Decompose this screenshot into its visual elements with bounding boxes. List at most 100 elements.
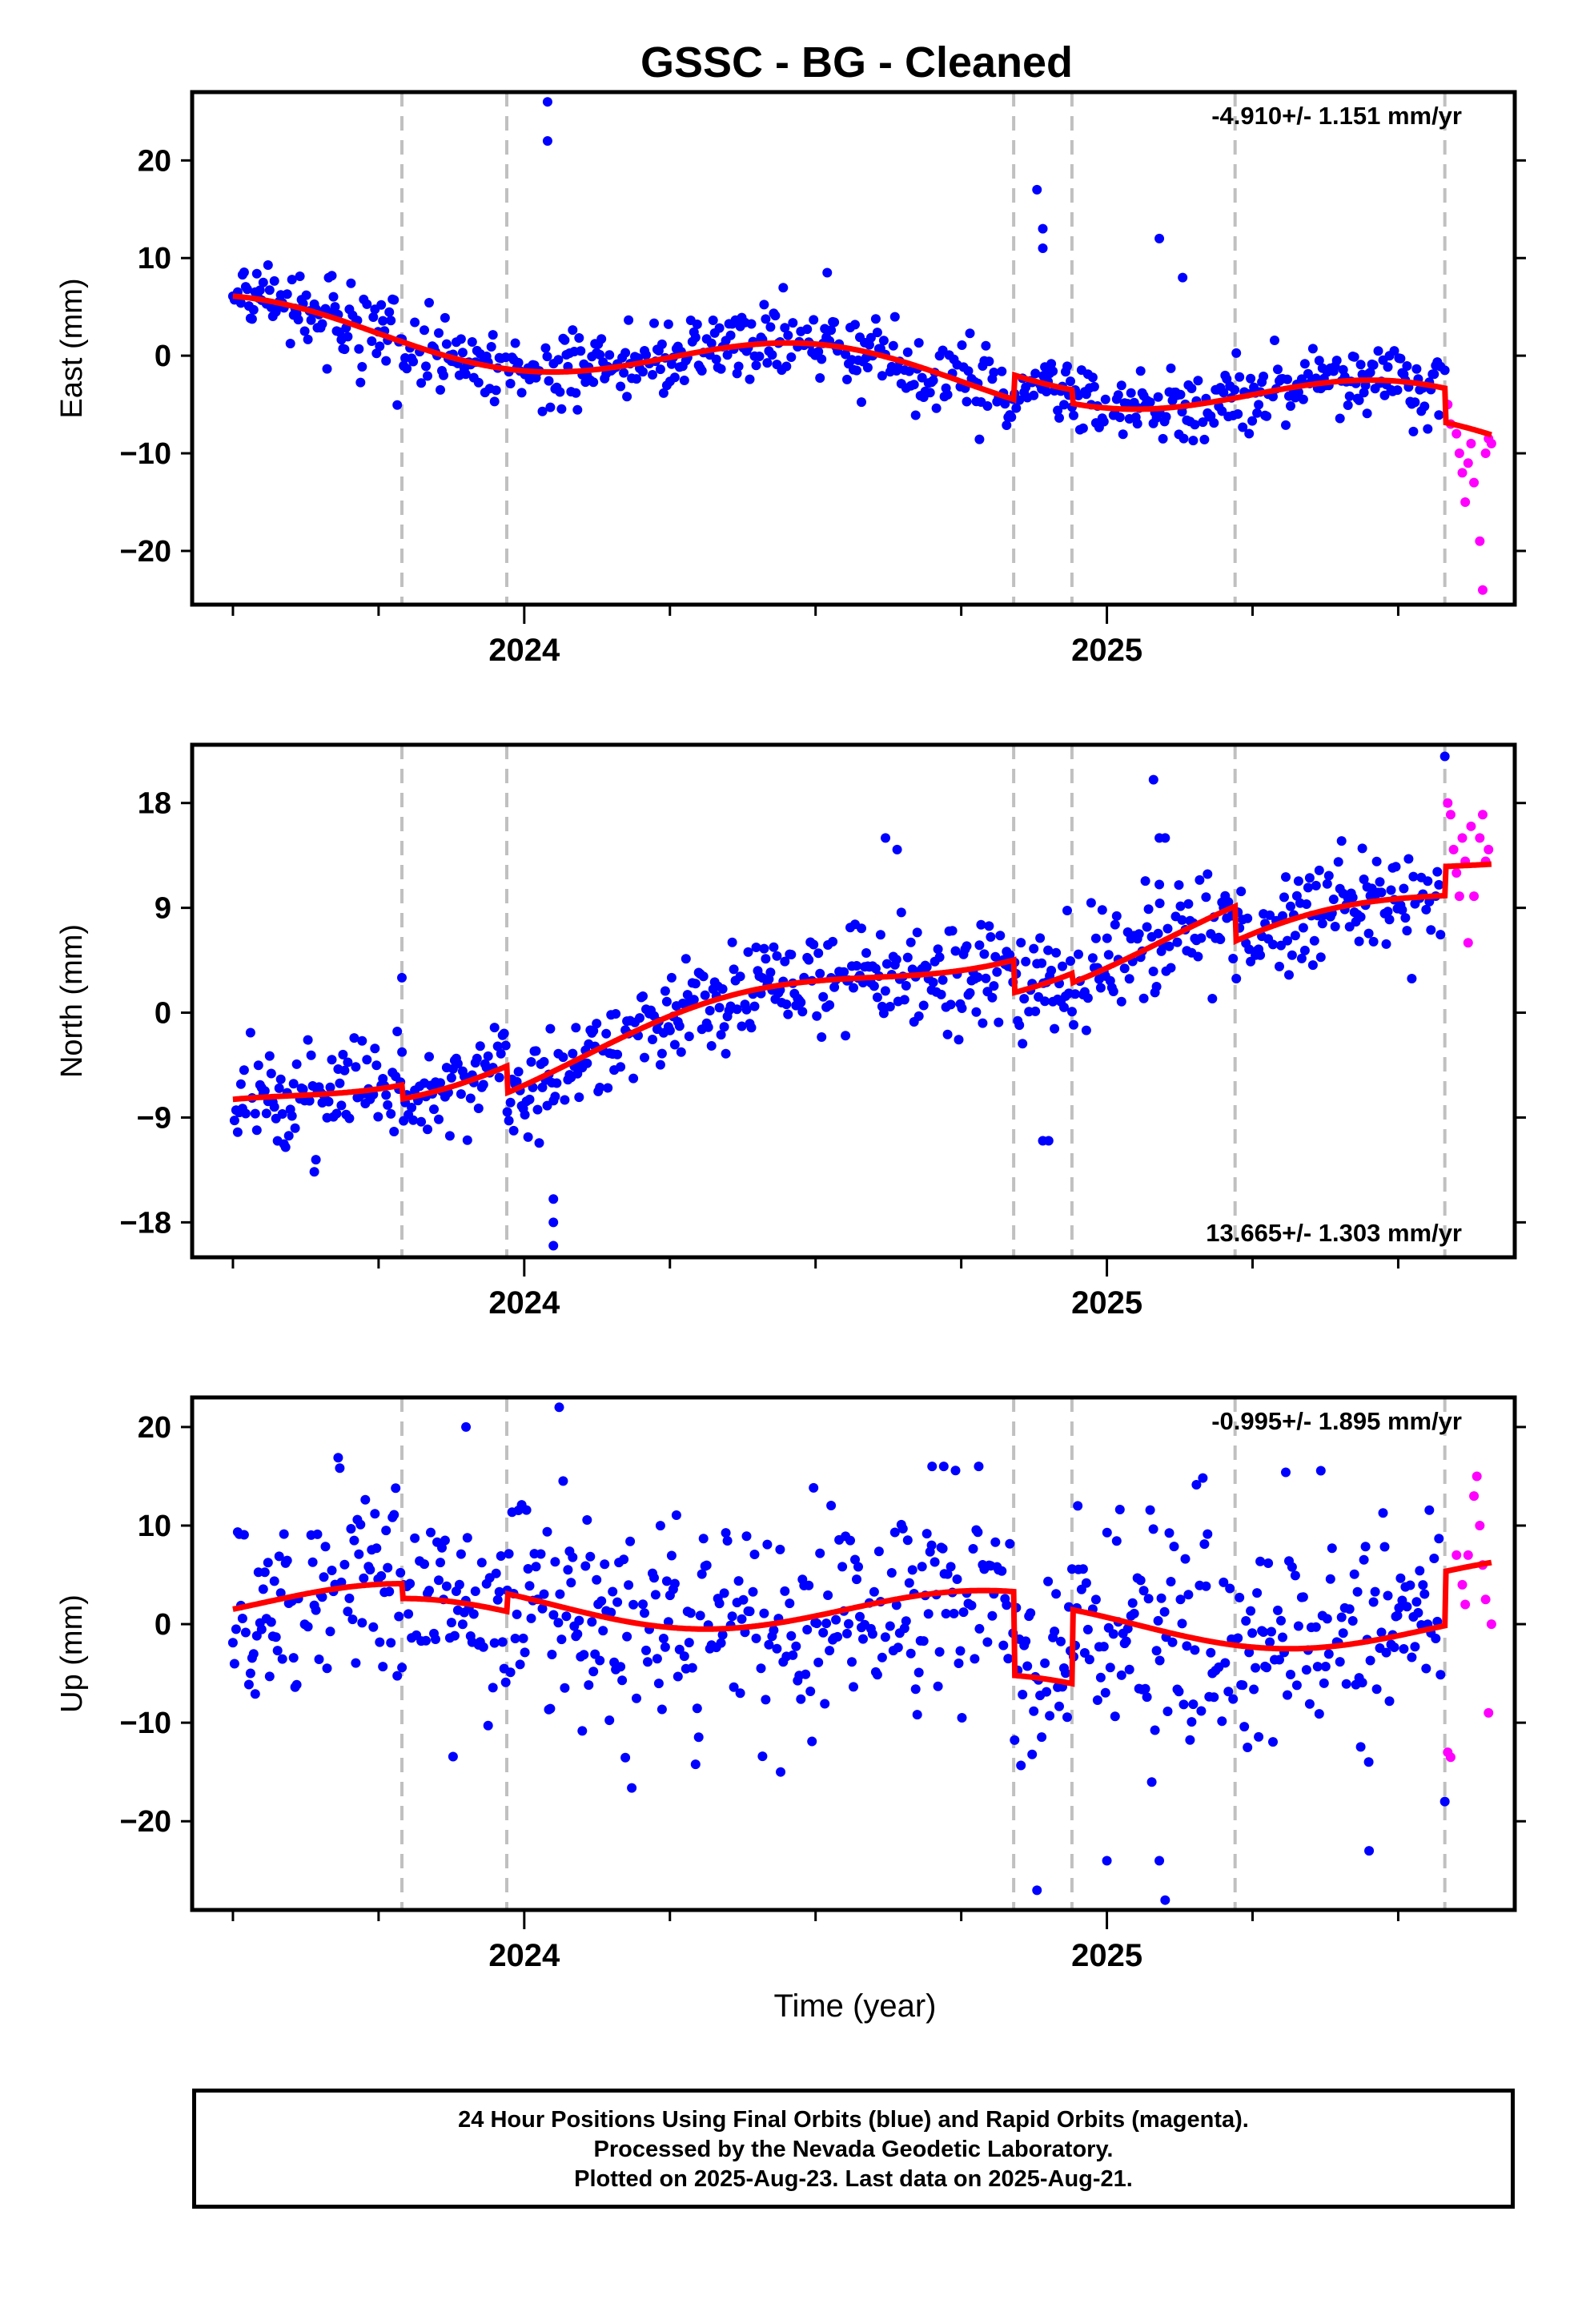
- final-orbit-point: [371, 1543, 382, 1554]
- final-orbit-point: [661, 1576, 672, 1586]
- final-orbit-point: [870, 963, 881, 974]
- final-orbit-point: [1014, 395, 1025, 405]
- final-orbit-point: [1180, 1554, 1191, 1564]
- final-orbit-point: [769, 942, 779, 952]
- final-orbit-point: [283, 1131, 294, 1141]
- final-orbit-point: [978, 1018, 988, 1028]
- final-orbit-point: [1402, 1602, 1412, 1612]
- final-orbit-point: [239, 1065, 249, 1076]
- final-orbit-point: [280, 1142, 291, 1152]
- model-fit-line: [232, 861, 1492, 1103]
- final-orbit-point: [722, 350, 733, 360]
- final-orbit-point: [1419, 1589, 1430, 1599]
- final-orbit-point: [1231, 974, 1242, 983]
- final-orbit-point: [745, 374, 755, 384]
- final-orbit-point: [1135, 1575, 1146, 1586]
- final-orbit-point: [997, 1566, 1007, 1576]
- final-orbit-point: [1323, 870, 1334, 881]
- final-orbit-point: [1311, 1622, 1321, 1632]
- final-orbit-point: [674, 1021, 685, 1031]
- final-orbit-point: [255, 285, 265, 296]
- final-orbit-point: [1376, 1627, 1387, 1638]
- final-orbit-point: [1259, 1627, 1269, 1637]
- final-orbit-point: [1129, 1608, 1139, 1618]
- rapid-orbit-point: [1466, 438, 1476, 448]
- final-orbit-point: [1135, 366, 1146, 376]
- final-orbit-point: [853, 1562, 863, 1572]
- final-orbit-point: [592, 1574, 602, 1585]
- y-tick-label: −10: [120, 1707, 171, 1740]
- final-orbit-point: [1267, 1626, 1276, 1637]
- final-orbit-point: [1046, 359, 1057, 369]
- final-orbit-point: [576, 346, 586, 356]
- final-orbit-point: [1016, 938, 1026, 948]
- final-orbit-point: [1010, 1735, 1020, 1745]
- final-orbit-point: [531, 1046, 541, 1056]
- final-orbit-point: [566, 1578, 576, 1588]
- final-orbit-point: [560, 1095, 570, 1105]
- final-orbit-point: [1368, 1597, 1379, 1607]
- final-orbit-point: [786, 1630, 797, 1641]
- final-orbit-point: [440, 1535, 450, 1546]
- final-orbit-point: [700, 990, 710, 1000]
- final-orbit-point: [1407, 974, 1417, 983]
- final-orbit-point: [1314, 1709, 1324, 1719]
- y-tick-label: 0: [155, 1608, 171, 1642]
- final-orbit-point: [902, 952, 913, 963]
- final-orbit-point: [1037, 958, 1047, 968]
- final-orbit-point: [622, 392, 632, 402]
- final-orbit-point: [1335, 413, 1345, 424]
- final-orbit-point: [1059, 400, 1069, 410]
- final-orbit-point: [1108, 1629, 1118, 1639]
- final-orbit-point: [1223, 1687, 1234, 1697]
- final-orbit-point: [761, 1695, 771, 1705]
- final-orbit-point: [716, 364, 726, 374]
- rapid-orbit-point: [1484, 1707, 1494, 1718]
- final-orbit-point: [1100, 1687, 1110, 1698]
- final-orbit-point: [1273, 364, 1283, 375]
- final-orbit-point: [1026, 1608, 1036, 1618]
- final-orbit-point: [1116, 380, 1126, 391]
- final-orbit-point: [909, 380, 919, 390]
- final-orbit-point: [275, 1588, 286, 1598]
- final-orbit-point: [880, 1632, 890, 1642]
- final-orbit-point: [1081, 1578, 1091, 1588]
- final-orbit-point: [1293, 387, 1303, 397]
- final-orbit-point: [1195, 875, 1205, 885]
- final-orbit-point: [454, 1579, 464, 1590]
- final-orbit-point: [410, 1533, 420, 1543]
- final-orbit-point: [1156, 1593, 1166, 1603]
- final-orbit-point: [1134, 929, 1144, 939]
- final-orbit-point: [1201, 1581, 1211, 1591]
- final-orbit-point: [1051, 947, 1062, 958]
- final-orbit-point: [622, 1631, 632, 1642]
- final-orbit-point: [312, 1529, 323, 1539]
- final-orbit-point: [1143, 904, 1154, 915]
- x-axis-label: Time (year): [774, 1988, 937, 2024]
- final-orbit-point: [1421, 904, 1431, 915]
- final-orbit-point: [371, 1060, 382, 1071]
- rapid-orbit-point: [1469, 1491, 1480, 1502]
- final-orbit-point: [974, 1462, 984, 1472]
- final-orbit-point: [902, 347, 913, 357]
- final-orbit-point: [558, 1052, 568, 1063]
- final-orbit-point: [1328, 895, 1339, 904]
- final-orbit-point: [357, 1618, 367, 1628]
- final-orbit-point: [711, 354, 721, 364]
- final-orbit-point: [1432, 866, 1443, 877]
- final-orbit-point: [684, 1031, 694, 1042]
- final-orbit-point: [885, 1002, 895, 1011]
- final-orbit-point: [655, 1059, 665, 1070]
- figure-title: GSSC - BG - Cleaned: [640, 38, 1073, 86]
- final-orbit-point: [844, 1618, 853, 1629]
- final-orbit-point: [1309, 935, 1319, 946]
- final-orbit-point: [282, 1555, 292, 1566]
- final-orbit-point: [1114, 1505, 1125, 1514]
- final-orbit-point: [568, 325, 578, 336]
- final-orbit-point: [291, 1679, 302, 1690]
- final-orbit-point: [697, 1569, 707, 1579]
- final-orbit-point: [588, 377, 599, 388]
- final-orbit-point: [1102, 1527, 1112, 1538]
- final-orbit-point: [505, 1097, 516, 1108]
- final-orbit-point: [290, 1123, 300, 1133]
